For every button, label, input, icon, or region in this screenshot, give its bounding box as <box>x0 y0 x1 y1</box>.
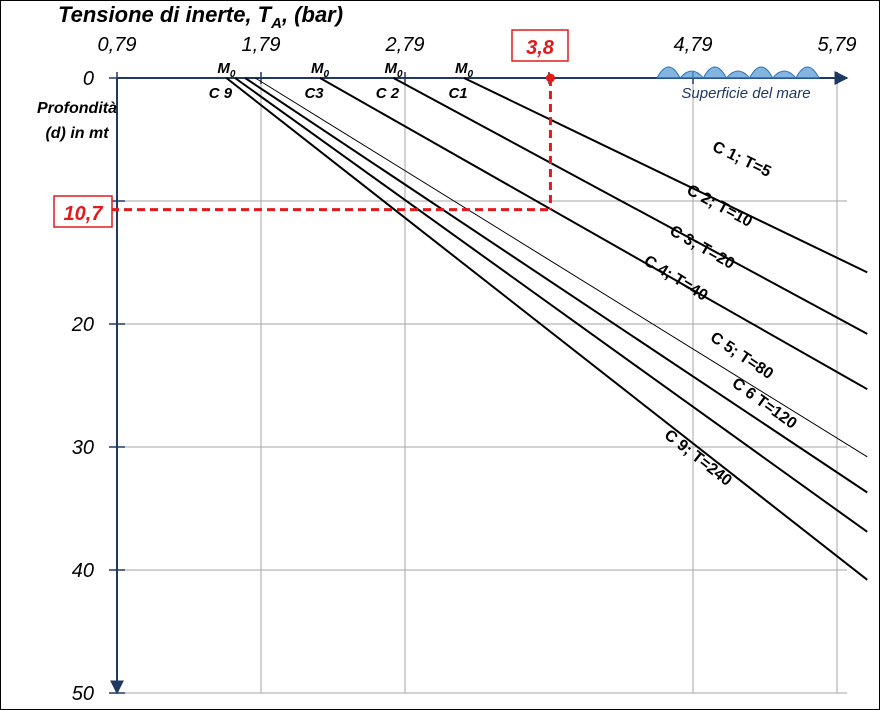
wave-shape <box>656 66 820 79</box>
series-label-6: C 9; T=240 <box>661 427 735 490</box>
title-subscript: A <box>270 15 282 32</box>
m0-main: M <box>455 60 468 77</box>
y-axis-label-line-0: Profondità <box>37 100 117 117</box>
x-tick-label-0: 0,79 <box>98 34 137 56</box>
title-main: Tensione di inerte, T <box>58 2 273 27</box>
x-tick-label-4: 4,79 <box>674 34 713 56</box>
series-label-0: C 1; T=5 <box>710 138 774 181</box>
m0-sub: 0 <box>324 69 330 80</box>
start-curve-label-1: C3 <box>304 85 324 102</box>
y-tick-label-0: 0 <box>83 68 94 90</box>
start-m0-label-0: M0 <box>217 60 236 80</box>
chart-title: Tensione di inerte, TA, (bar) <box>58 2 343 32</box>
series-line-2 <box>319 77 868 391</box>
y-tick-label-2: 30 <box>72 437 94 459</box>
m0-sub: 0 <box>468 69 474 80</box>
highlight-point <box>545 73 555 83</box>
highlight-x-label: 3,8 <box>526 37 555 59</box>
start-curve-label-2: C 2 <box>376 85 400 102</box>
series-labels: C 1; T=5C 2; T=10C 3; T=20C 4; T=40 C 5; … <box>209 60 800 490</box>
series-line-1 <box>393 77 868 335</box>
series-label-3: C 4; T=40 <box>641 252 711 304</box>
m0-sub: 0 <box>230 69 236 80</box>
y-axis-label-line-1: (d) in mt <box>45 125 109 142</box>
series-lines <box>225 77 868 581</box>
title-tail: , (bar) <box>281 2 343 27</box>
series-line-4 <box>244 77 868 494</box>
highlight-y-label: 10,7 <box>64 203 104 225</box>
x-tick-label-2: 2,79 <box>385 34 425 56</box>
m0-sub: 0 <box>397 69 403 80</box>
m0-main: M <box>311 60 324 77</box>
m0-main: M <box>384 60 397 77</box>
highlight-markers: 3,8 10,7 <box>53 29 569 228</box>
axes: 0,79 1,79 2,79 4,79 5,79 0 20 30 40 50 Profondità (… <box>37 34 856 705</box>
start-curve-label-0: C 9 <box>209 85 233 102</box>
start-m0-label-2: M0 <box>384 60 403 80</box>
series-line-6 <box>225 77 868 581</box>
x-tick-label-1: 1,79 <box>242 34 281 56</box>
m0-main: M <box>217 60 230 77</box>
series-label-2: C 3; T=20 <box>667 223 738 273</box>
start-curve-label-3: C1 <box>448 85 467 102</box>
y-tick-label-1: 20 <box>71 314 94 336</box>
start-m0-label-1: M0 <box>311 60 330 80</box>
highlight-y-box <box>53 195 113 228</box>
grid <box>117 78 847 694</box>
start-m0-label-3: M0 <box>455 60 474 80</box>
sea-surface-label: Superficie del mare <box>681 85 810 102</box>
series-line-3 <box>254 77 868 458</box>
series-label-4: C 5; T=80 <box>707 329 776 383</box>
y-tick-label-3: 40 <box>72 560 94 582</box>
series-line-0 <box>463 77 868 274</box>
series-line-5 <box>234 77 868 533</box>
series-label-1: C 2; T=10 <box>684 182 755 231</box>
highlight-x-box <box>511 29 569 62</box>
x-tick-label-5: 5,79 <box>818 34 857 56</box>
y-tick-label-4: 50 <box>72 683 94 705</box>
sea-surface-wave: Superficie del mare <box>656 66 820 102</box>
